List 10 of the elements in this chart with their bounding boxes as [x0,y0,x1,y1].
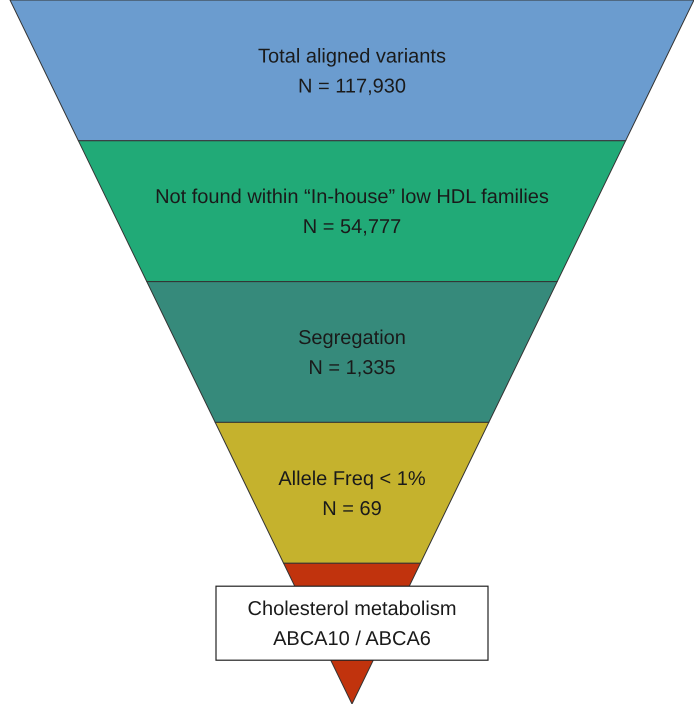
category-label: Not found within “In-house” low HDL families [155,186,549,208]
data-label: N = 54,777 [302,216,402,238]
data-label: N = 1,335 [308,357,396,379]
category-label: Allele Freq < 1% [278,468,426,490]
category-label: Segregation [298,327,406,349]
data-label: N = 69 [322,498,382,520]
data-label: N = 117,930 [298,75,406,98]
category-label: Total aligned variants [258,45,446,68]
category-label: Cholesterol metabolism ABCA10 / ABCA6 [248,598,456,650]
text-box: Cholesterol metabolism ABCA10 / ABCA6 [215,586,489,661]
